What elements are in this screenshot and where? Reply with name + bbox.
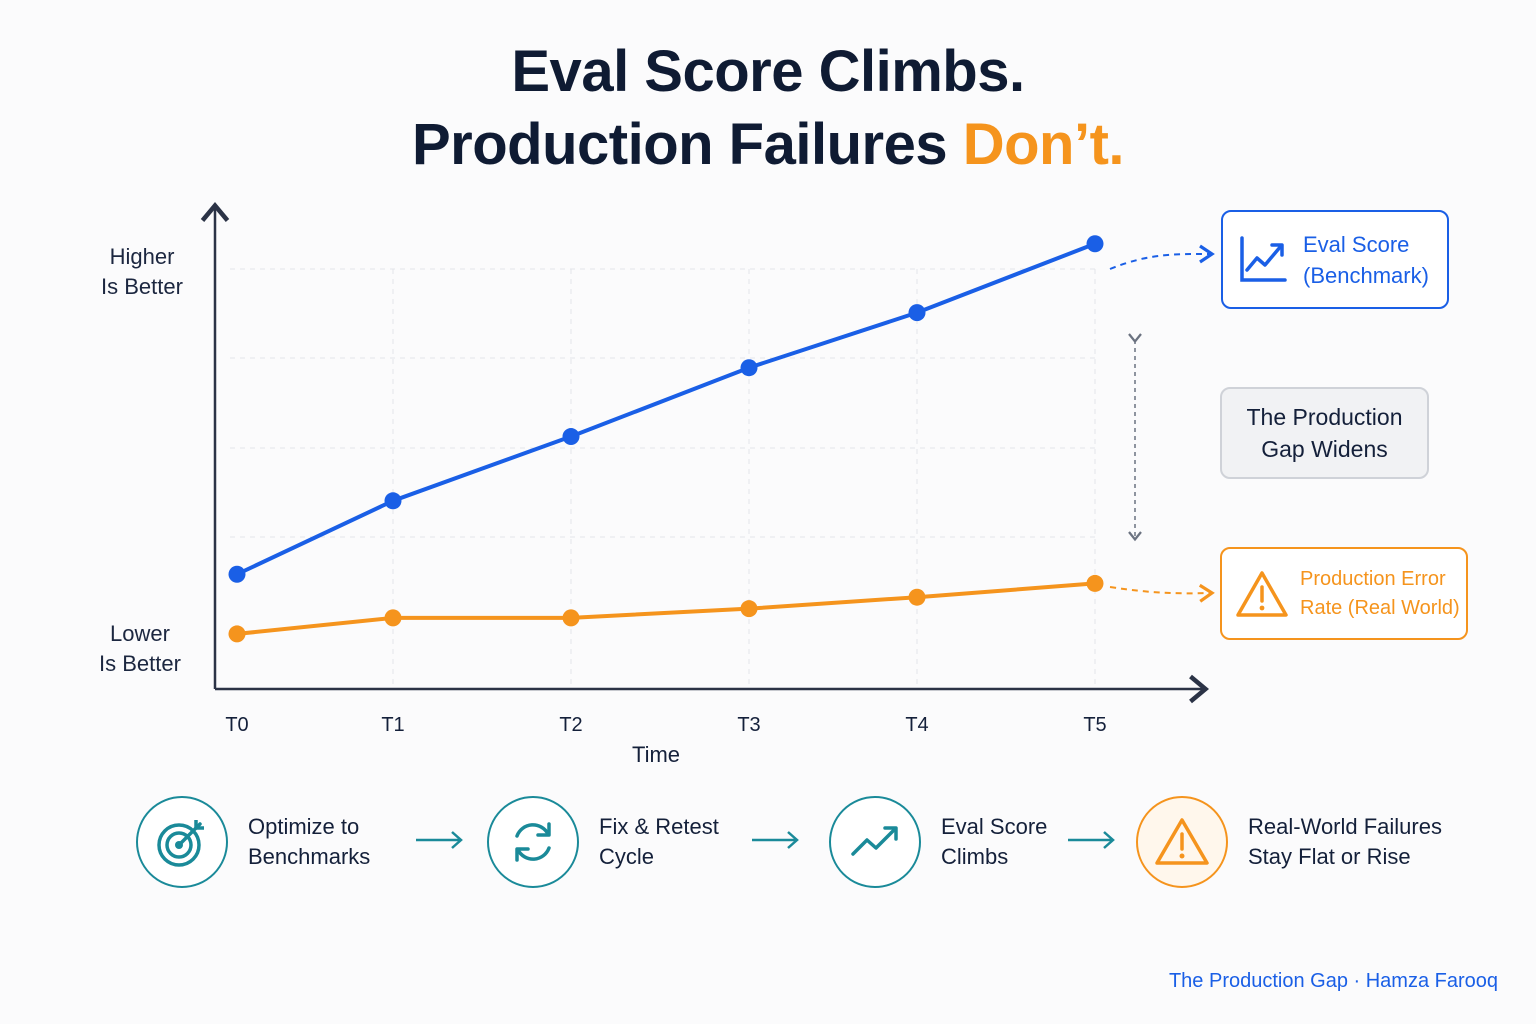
- eval-score-point-T0: [228, 565, 246, 583]
- x-tick-label: T3: [737, 714, 760, 736]
- arrow-right-icon: [1068, 831, 1115, 849]
- eval-connector: [1109, 244, 1215, 270]
- error-rate-point-T3: [740, 600, 758, 618]
- step-3-line1: Eval Score: [941, 814, 1048, 839]
- error-rate-point-T2: [562, 609, 580, 627]
- step-optimize: Optimize to Benchmarks: [136, 796, 370, 888]
- error-rate-point-T5: [1086, 574, 1104, 592]
- warning-icon: [1236, 570, 1288, 617]
- refresh-icon: [487, 796, 579, 888]
- error-connector: [1109, 583, 1215, 603]
- eval-score-point-T2: [562, 428, 580, 446]
- step-4-line2: Stay Flat or Rise: [1248, 844, 1411, 869]
- step-eval-climbs: Eval Score Climbs: [829, 796, 1047, 888]
- x-tick-label: T5: [1083, 714, 1106, 736]
- title-line-2: Production Failures Don’t.: [0, 111, 1536, 178]
- warning-icon: [1136, 796, 1228, 888]
- eval-score-point-T5: [1086, 235, 1104, 253]
- step-2-line1: Fix & Retest: [599, 814, 719, 839]
- step-4-line1: Real-World Failures: [1248, 814, 1442, 839]
- title-line-1: Eval Score Climbs.: [511, 39, 1025, 104]
- step-3-line2: Climbs: [941, 844, 1009, 869]
- y-bottom-note: Lower Is Better: [90, 619, 190, 679]
- error-rate-point-T4: [908, 588, 926, 606]
- legend-eval-line1: Eval Score: [1303, 231, 1410, 257]
- x-tick-label: T0: [225, 714, 248, 736]
- chart-grid: [230, 268, 1100, 686]
- legend-eval-score: Eval Score (Benchmark): [1221, 210, 1449, 309]
- trend-chart-icon: [1240, 235, 1287, 282]
- legend-error-line2: Rate (Real World): [1300, 596, 1460, 619]
- x-axis-label: Time: [632, 742, 680, 767]
- title-line-2-accent: Don’t.: [962, 112, 1125, 177]
- trend-up-icon: [829, 796, 921, 888]
- x-tick-label: T2: [559, 714, 582, 736]
- arrow-right-icon: [752, 831, 799, 849]
- eval-score-point-T4: [908, 304, 926, 322]
- x-tick-label: T1: [381, 714, 404, 736]
- step-1-line1: Optimize to: [248, 814, 360, 839]
- step-fix-retest: Fix & Retest Cycle: [487, 796, 719, 888]
- legend-error-rate: Production Error Rate (Real World): [1220, 547, 1468, 640]
- gap-line1: The Production: [1246, 404, 1403, 430]
- error-rate-point-T0: [228, 625, 246, 643]
- legend-eval-line2: (Benchmark): [1303, 262, 1429, 288]
- target-icon: [136, 796, 228, 888]
- y-bottom-note-line1: Lower: [110, 621, 170, 646]
- y-top-note-line1: Higher: [109, 244, 175, 269]
- y-bottom-note-line2: Is Better: [99, 651, 181, 676]
- footer-credit: The Production Gap · Hamza Farooq: [1168, 970, 1498, 992]
- legend-error-line1: Production Error: [1300, 567, 1446, 590]
- x-tick-label: T4: [905, 714, 928, 736]
- step-real-world: Real-World Failures Stay Flat or Rise: [1136, 796, 1442, 888]
- error-rate-point-T1: [384, 609, 402, 627]
- step-2-line2: Cycle: [599, 844, 655, 869]
- title-line-2-prefix: Production Failures: [411, 112, 963, 177]
- eval-score-point-T1: [384, 492, 402, 510]
- arrow-right-icon: [416, 831, 463, 849]
- eval-score-point-T3: [740, 359, 758, 377]
- y-top-note-line2: Is Better: [101, 274, 183, 299]
- step-1-line2: Benchmarks: [248, 844, 371, 869]
- y-top-note: Higher Is Better: [92, 242, 192, 302]
- error-rate-line: [236, 581, 1096, 636]
- eval-score-line: [236, 241, 1096, 577]
- gap-line2: Gap Widens: [1261, 436, 1388, 462]
- gap-annotation: The Production Gap Widens: [1220, 387, 1429, 479]
